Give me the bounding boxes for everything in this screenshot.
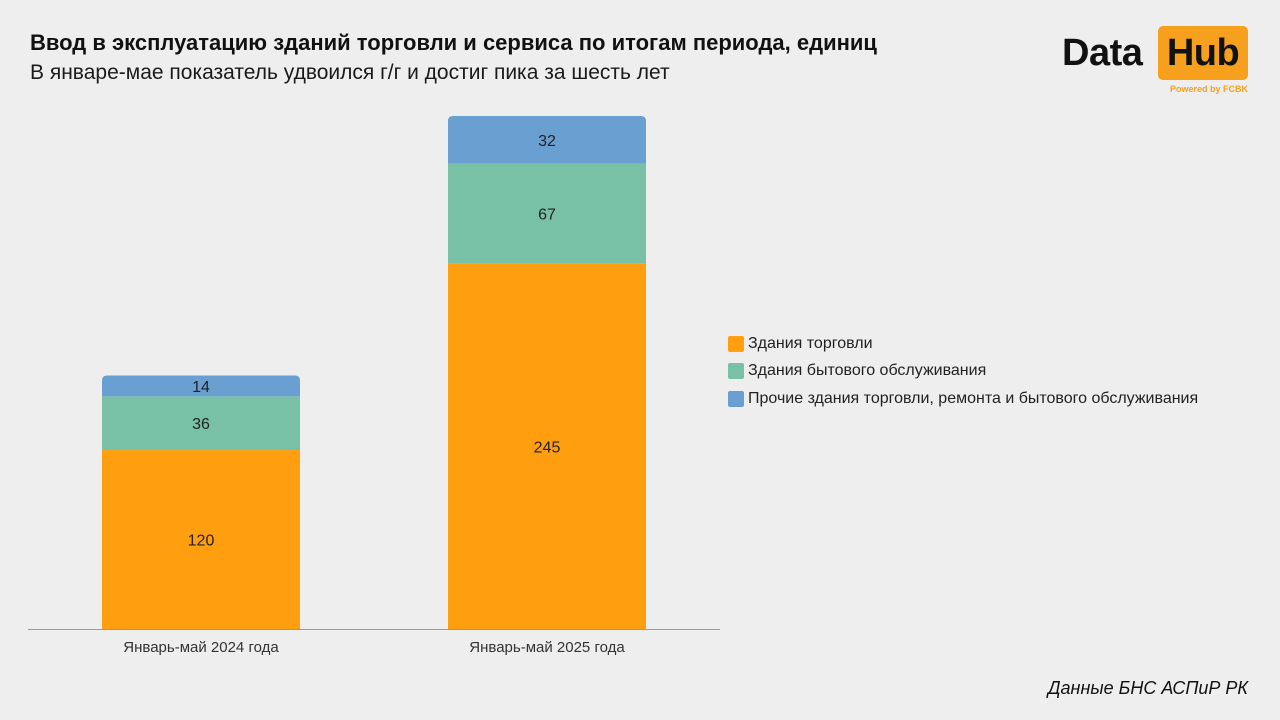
bar-segment	[102, 375, 300, 397]
legend-swatch	[728, 363, 744, 380]
source-note: Данные БНС АСПиР РК	[1047, 678, 1248, 698]
legend-swatch	[728, 390, 744, 407]
bar-value-label: 32	[538, 133, 556, 150]
bar-value-label: 245	[534, 439, 561, 456]
legend-item: Здания торговли	[728, 330, 1198, 358]
x-tick-label: Январь-май 2025 года	[469, 639, 625, 656]
legend-item: Здания бытового обслуживания	[728, 358, 1198, 386]
bar-segment	[448, 263, 646, 629]
logo-hub-badge: Hub	[1158, 26, 1248, 80]
datahub-logo: Data Hub Powered by FCBK	[1062, 26, 1252, 98]
bar-value-label: 14	[192, 379, 210, 396]
chart-legend: Здания торговли Здания бытового обслужива…	[728, 330, 1198, 413]
legend-label: Здания торговли	[748, 334, 873, 352]
x-tick-label: Январь-май 2024 года	[123, 639, 279, 656]
legend-item: Прочие здания торговли, ремонта и бытово…	[728, 385, 1198, 413]
bar-segment	[102, 450, 300, 629]
bar-segment	[448, 163, 646, 264]
bar-segment	[448, 116, 646, 164]
bar-segment	[102, 396, 300, 451]
chart-subtitle: В январе-мае показатель удвоился г/г и д…	[30, 61, 670, 84]
bar-value-label: 120	[188, 533, 215, 550]
bar-value-label: 36	[192, 416, 210, 433]
legend-label: Здания бытового обслуживания	[748, 362, 987, 380]
chart-title: Ввод в эксплуатацию зданий торговли и се…	[30, 30, 877, 55]
legend-swatch	[728, 335, 744, 352]
bar-value-label: 67	[538, 207, 556, 224]
logo-data-text: Data	[1062, 32, 1143, 74]
legend-label: Прочие здания торговли, ремонта и бытово…	[748, 389, 1199, 407]
logo-powered-text: Powered by FCBK	[1169, 84, 1248, 94]
